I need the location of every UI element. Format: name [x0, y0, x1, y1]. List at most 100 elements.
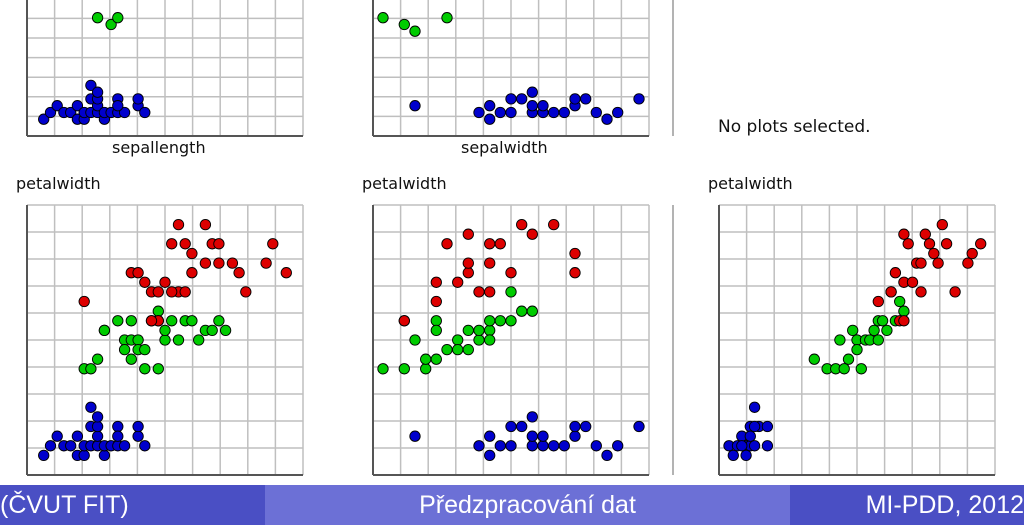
data-point-versicolor [872, 334, 884, 346]
data-point-versicolor [125, 315, 137, 327]
data-point-virginica [494, 238, 506, 250]
data-point-setosa [473, 440, 485, 452]
data-point-virginica [267, 238, 279, 250]
data-point-setosa [748, 440, 761, 452]
data-point-setosa [132, 430, 144, 442]
data-point-setosa [516, 420, 528, 433]
data-point-versicolor [838, 363, 850, 375]
data-point-setosa [744, 430, 756, 442]
data-point-versicolor [125, 353, 137, 365]
data-point-setosa [98, 449, 111, 462]
data-point-versicolor [132, 334, 144, 346]
data-point-setosa [112, 100, 124, 112]
data-point-versicolor [206, 324, 218, 337]
data-point-versicolor [409, 334, 421, 346]
data-point-virginica [932, 257, 944, 269]
data-point-setosa [526, 100, 538, 112]
data-point-versicolor [484, 324, 496, 337]
data-point-setosa [537, 100, 549, 112]
data-point-versicolor [398, 363, 410, 375]
data-point-setosa [71, 430, 84, 442]
data-point-versicolor [377, 363, 389, 375]
data-point-virginica [484, 286, 496, 298]
data-point-virginica [569, 267, 581, 279]
data-point-versicolor [473, 324, 485, 337]
data-point-virginica [430, 276, 442, 288]
data-point-setosa [526, 411, 538, 423]
data-point-setosa [112, 430, 124, 442]
points-bottom-left [38, 218, 292, 462]
y-axis-label-bottom-middle: petalwidth [362, 174, 447, 193]
data-point-setosa [494, 440, 506, 452]
data-point-virginica [186, 267, 198, 279]
data-point-setosa [139, 440, 151, 452]
data-point-versicolor [139, 363, 151, 375]
data-point-setosa [727, 449, 739, 462]
data-point-setosa [484, 430, 496, 442]
data-point-virginica [915, 286, 927, 298]
data-point-virginica [902, 238, 914, 250]
data-point-virginica [936, 218, 948, 231]
data-point-versicolor [505, 315, 517, 327]
data-point-versicolor [462, 343, 474, 356]
data-point-setosa [65, 106, 77, 119]
data-point-virginica [940, 238, 953, 250]
data-point-versicolor [219, 324, 232, 337]
data-point-versicolor [112, 12, 124, 24]
data-point-virginica [199, 257, 212, 269]
data-point-virginica [898, 315, 910, 327]
data-point-versicolor [193, 334, 205, 346]
data-point-versicolor [105, 18, 117, 31]
footer-right: MI-PDD, 2012 [790, 485, 1024, 525]
data-point-versicolor [186, 315, 198, 327]
data-point-versicolor [118, 343, 131, 356]
data-point-versicolor [452, 334, 464, 346]
data-point-setosa [748, 401, 761, 413]
data-point-versicolor [441, 343, 453, 356]
data-point-virginica [462, 257, 474, 269]
no-plots-selected-text: No plots selected. [718, 117, 871, 137]
data-point-virginica [962, 257, 974, 269]
data-point-setosa [505, 93, 517, 105]
data-point-versicolor [91, 12, 104, 24]
data-point-virginica [872, 295, 884, 308]
data-point-virginica [915, 257, 927, 269]
data-point-versicolor [526, 305, 538, 317]
data-point-setosa [78, 449, 90, 462]
data-point-virginica [78, 295, 90, 308]
data-point-virginica [152, 286, 164, 298]
data-point-setosa [558, 106, 570, 119]
data-point-versicolor [898, 305, 910, 317]
data-point-setosa [85, 401, 97, 413]
data-point-versicolor [172, 334, 185, 346]
footer-left: (ČVUT FIT) [0, 485, 265, 525]
data-point-versicolor [420, 363, 432, 375]
data-point-virginica [452, 276, 464, 288]
data-point-setosa [590, 106, 602, 119]
data-point-virginica [898, 228, 910, 240]
data-point-versicolor [213, 315, 225, 327]
data-point-virginica [889, 267, 902, 279]
grid-bottom-right [718, 204, 996, 476]
footer-center: Předzpracování dat [265, 485, 790, 525]
data-point-setosa [569, 430, 581, 442]
data-point-setosa [91, 420, 104, 433]
data-point-virginica [280, 267, 292, 279]
data-point-setosa [537, 430, 549, 442]
data-point-virginica [430, 295, 442, 308]
data-point-virginica [132, 267, 144, 279]
data-point-setosa [633, 93, 645, 105]
data-point-virginica [213, 238, 225, 250]
data-point-setosa [601, 113, 613, 125]
data-point-setosa [484, 449, 496, 462]
data-point-setosa [526, 440, 538, 452]
data-point-setosa [580, 93, 592, 105]
data-point-setosa [118, 440, 131, 452]
data-point-setosa [569, 420, 581, 433]
data-point-setosa [139, 106, 151, 119]
data-point-virginica [240, 286, 252, 298]
data-point-virginica [975, 238, 987, 250]
data-point-virginica [186, 247, 198, 260]
data-point-virginica [398, 315, 410, 327]
data-point-versicolor [473, 334, 485, 346]
